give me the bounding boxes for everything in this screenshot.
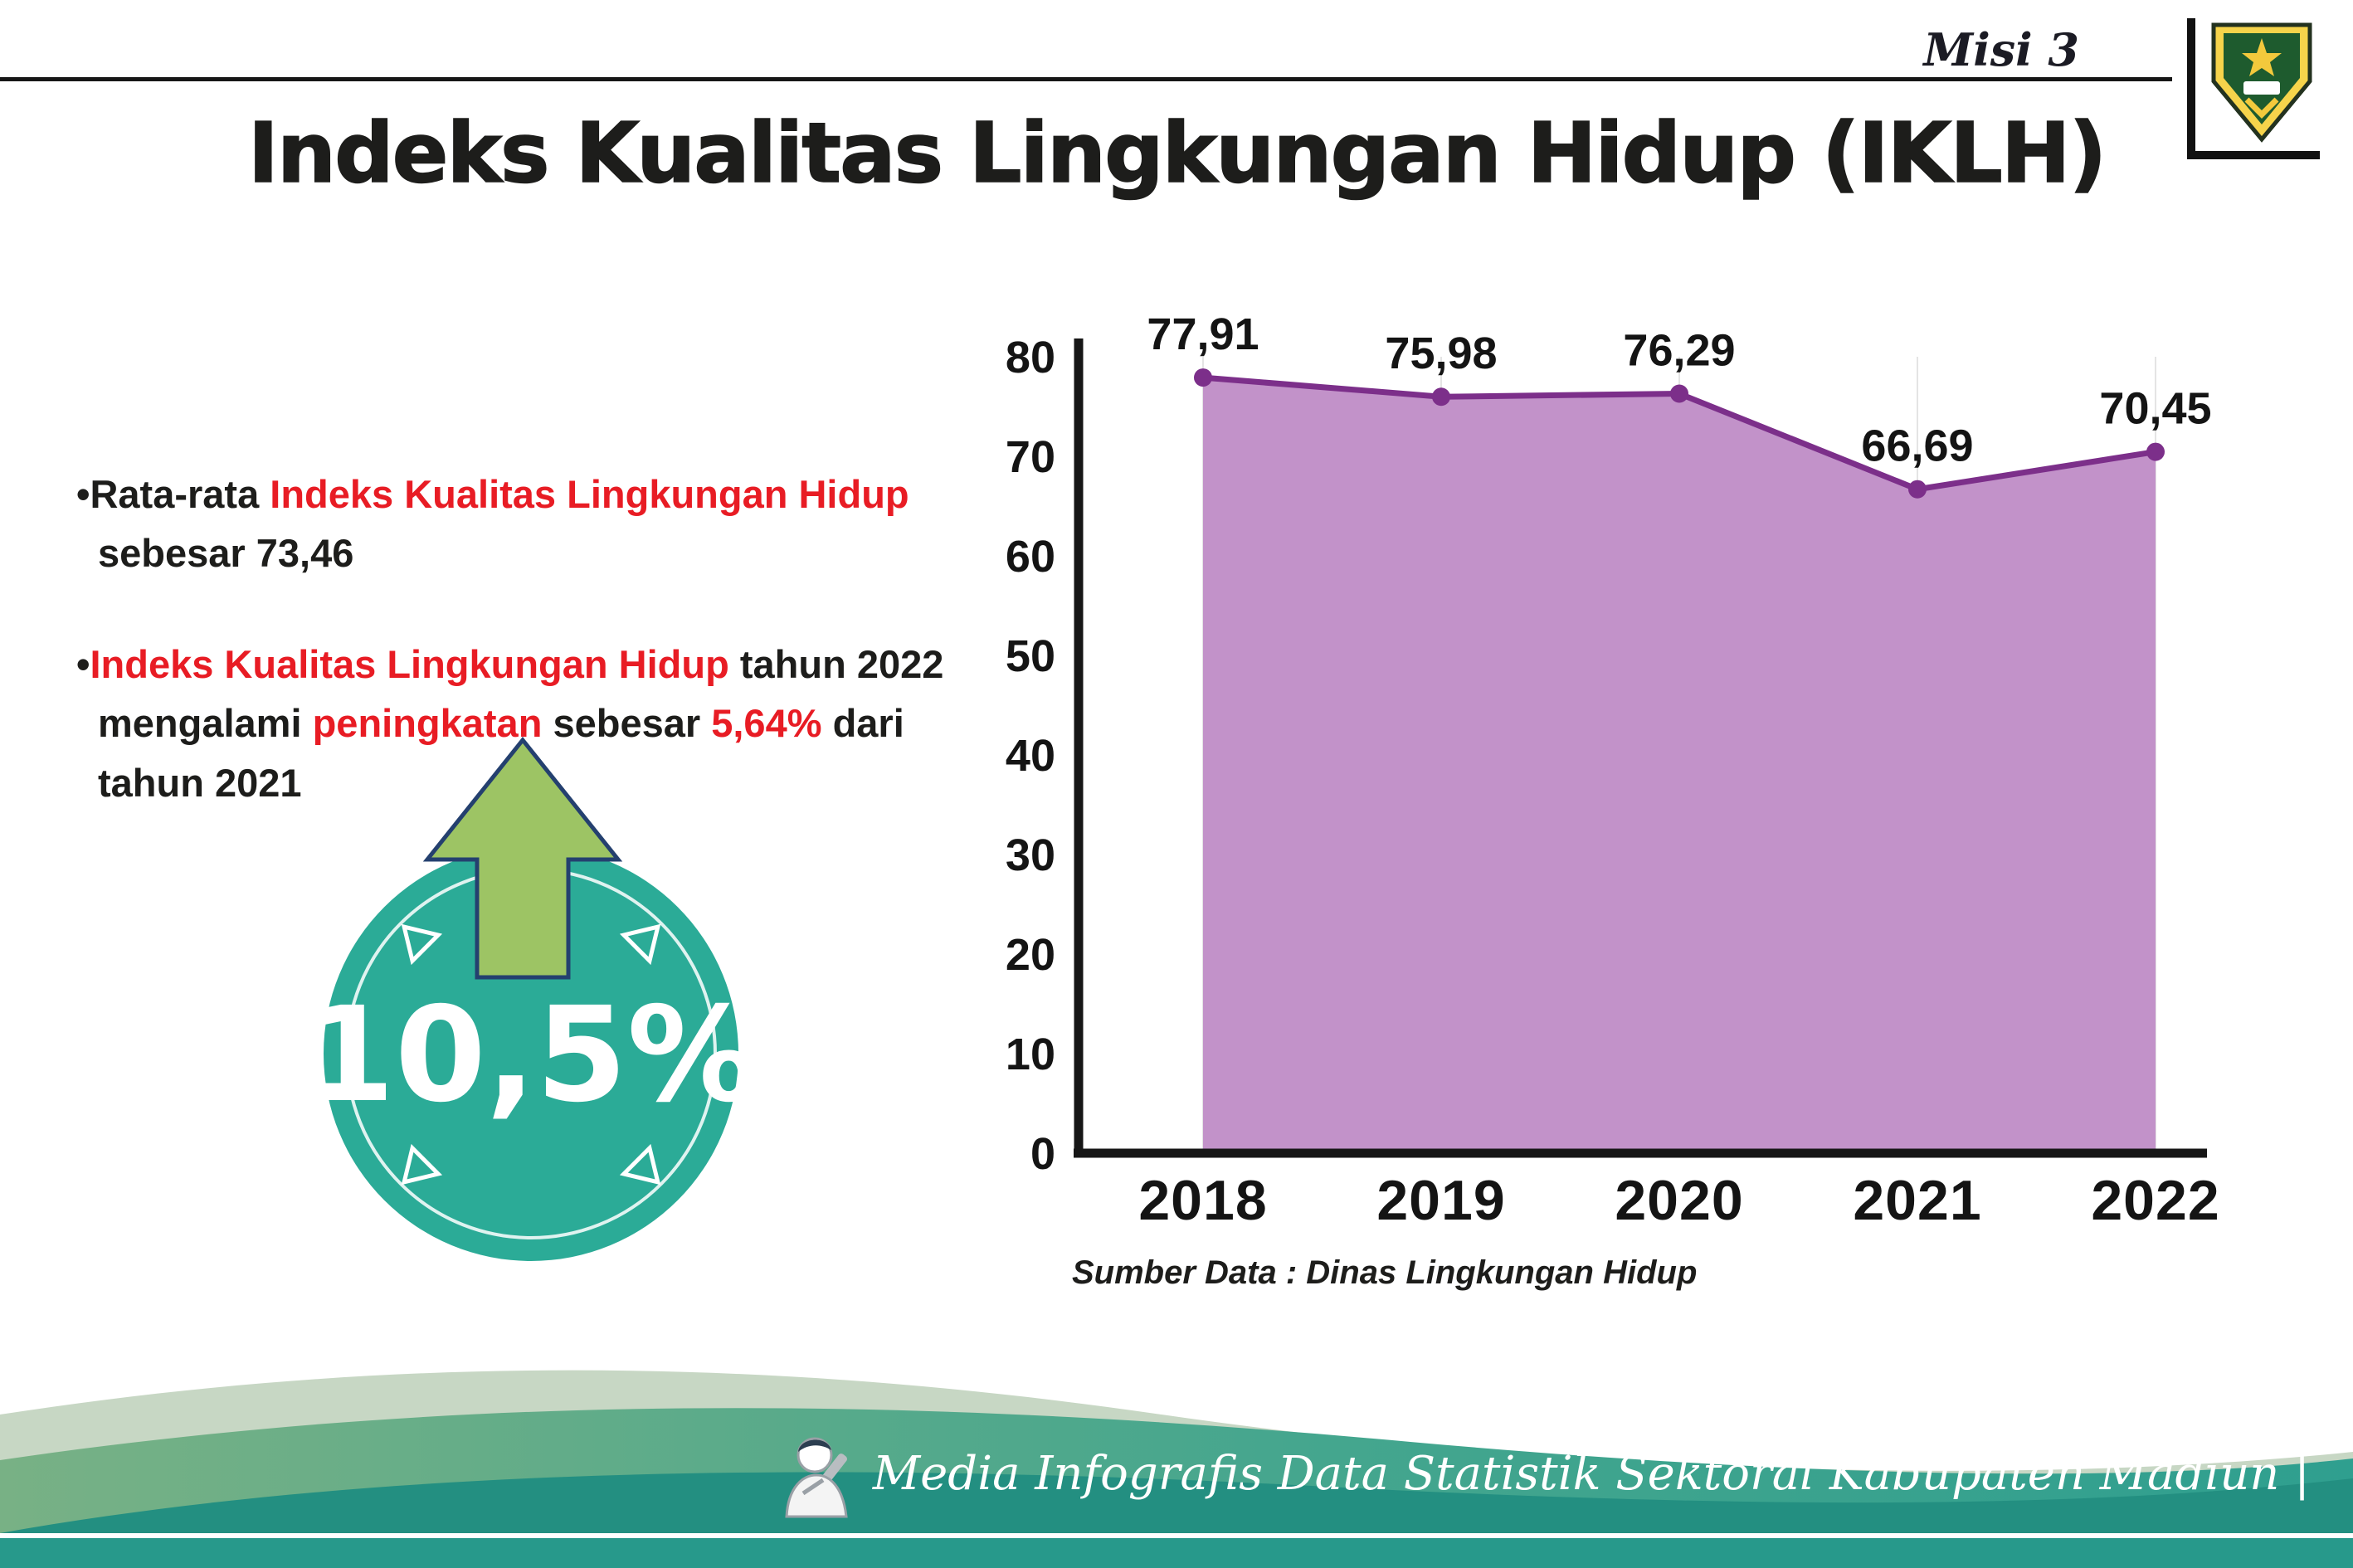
increase-badge: 10,5% — [304, 728, 780, 1301]
footer-bottom-bar — [0, 1538, 2353, 1568]
crest-star — [2242, 38, 2282, 76]
area-fill — [1203, 377, 2156, 1153]
kabupaten-madiun-logo — [2211, 22, 2312, 143]
y-tick-label: 60 — [1006, 532, 1055, 582]
x-tick-label: 2021 — [1853, 1169, 1981, 1232]
value-label: 70,45 — [2099, 384, 2211, 434]
text-segment: tahun 2022 mengalami — [98, 641, 944, 746]
y-tick-label: 70 — [1006, 432, 1055, 482]
key-findings-text: •Rata-rata Indeks Kualitas Lingkungan Hi… — [76, 465, 981, 864]
footer-white-line — [0, 1533, 2353, 1538]
data-point — [1432, 387, 1450, 407]
logo-corner-frame — [2187, 18, 2320, 159]
iklh-area-chart: 77,91 75,98 76,29 66,69 70,45 0 10 20 30 40 50 60 70… — [1000, 286, 2294, 1269]
footer-caption: Media Infografis Data Statistik Sektoral… — [773, 1427, 2310, 1520]
crest-banner — [2243, 81, 2280, 95]
badge-circle — [324, 846, 738, 1261]
triangle-sw — [401, 1143, 443, 1186]
data-point — [2146, 442, 2165, 461]
increase-badge-graphic: 10,5% — [304, 736, 758, 1261]
y-tick-label: 0 — [1030, 1129, 1055, 1179]
crest-chevron — [2244, 97, 2279, 119]
data-source-caption: Sumber Data : Dinas Lingkungan Hidup — [1072, 1254, 1698, 1291]
x-tick-label: 2019 — [1376, 1169, 1505, 1232]
mascot-arm — [801, 1478, 825, 1496]
text-segment-highlight: Indeks Kualitas Lingkungan Hidup — [270, 472, 909, 516]
x-tick-label: 2022 — [2091, 1169, 2219, 1232]
y-tick-label: 80 — [1006, 333, 1055, 382]
header-divider-line — [0, 77, 2172, 81]
text-segment: dari tahun 2021 — [98, 701, 904, 805]
footer-wave-decoration — [0, 1370, 2353, 1568]
bullet-marker: • — [76, 472, 90, 516]
x-tick-label: 2020 — [1615, 1169, 1743, 1232]
up-arrow-icon — [422, 736, 623, 980]
statistician-mascot-icon — [785, 1437, 848, 1518]
badge-triangle-decorations — [401, 923, 661, 1186]
y-tick-label: 50 — [1006, 631, 1055, 681]
badge-percentage-value: 10,5% — [315, 979, 758, 1132]
x-tick-label: 2018 — [1138, 1169, 1267, 1232]
page-title: Indeks Kualitas Lingkungan Hidup (IKLH) — [247, 104, 2107, 202]
mascot-body — [785, 1473, 848, 1518]
misi-label: Misi 3 — [1923, 23, 2079, 76]
y-tick-label: 10 — [1006, 1030, 1055, 1079]
bullet-marker: • — [76, 641, 90, 686]
data-point — [1194, 368, 1212, 387]
mascot-hair — [797, 1439, 831, 1452]
text-segment: Rata-rata — [90, 472, 270, 516]
triangle-nw — [401, 923, 443, 966]
y-tick-label: 20 — [1006, 930, 1055, 980]
triangle-ne — [619, 923, 661, 966]
text-segment: sebesar — [542, 701, 712, 746]
data-point — [1670, 384, 1688, 403]
footer-caption-text: Media Infografis Data Statistik Sektoral… — [872, 1446, 2310, 1501]
text-segment-highlight: peningkatan — [312, 701, 543, 746]
data-point — [1908, 480, 1927, 499]
value-label: 77,91 — [1147, 309, 1259, 359]
chart-canvas: 77,91 75,98 76,29 66,69 70,45 0 10 20 30 40 50 60 70… — [1006, 309, 2219, 1232]
text-segment-highlight: 5,64% — [711, 701, 822, 746]
bullet-average-iklh: •Rata-rata Indeks Kualitas Lingkungan Hi… — [76, 465, 981, 583]
value-label: 66,69 — [1861, 421, 1973, 471]
value-label: 76,29 — [1623, 326, 1735, 376]
bullet-increase-iklh: •Indeks Kualitas Lingkungan Hidup tahun … — [76, 635, 981, 812]
y-tick-label: 30 — [1006, 830, 1055, 880]
crest-inner-shield — [2224, 33, 2300, 124]
triangle-se — [619, 1143, 661, 1186]
text-segment: sebesar 73,46 — [98, 531, 354, 576]
value-label: 75,98 — [1385, 329, 1497, 378]
y-tick-label: 40 — [1006, 731, 1055, 781]
text-segment-highlight: Indeks Kualitas Lingkungan Hidup — [90, 641, 729, 686]
